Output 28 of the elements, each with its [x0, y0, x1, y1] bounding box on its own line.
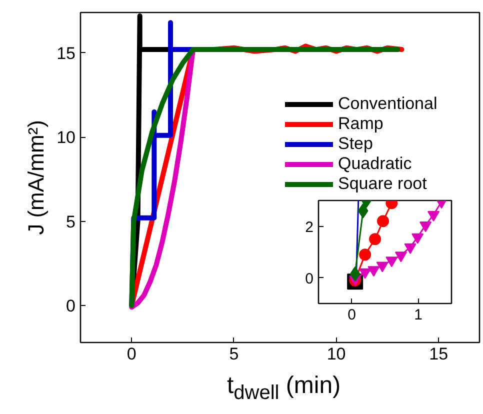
legend-label: Conventional [338, 94, 438, 114]
legend-label: Square root [338, 174, 427, 194]
point [376, 262, 388, 272]
legend-label: Ramp [338, 114, 384, 134]
point [394, 252, 407, 262]
y-tick-label: 10 [56, 128, 76, 148]
point [420, 222, 432, 232]
point [428, 210, 440, 222]
x-axis-title: t$_{dwell}$ (min) [227, 371, 341, 406]
y-axis-title: J (mA/mm²) [24, 120, 49, 235]
point [404, 243, 416, 254]
x-tick-label: 15 [429, 344, 448, 364]
y-tick-label: 5 [66, 212, 76, 232]
legend-label: Quadratic [338, 154, 412, 174]
point [412, 233, 424, 244]
y-tick-label: 2 [305, 218, 314, 236]
point [359, 248, 372, 261]
legend-label: Step [338, 134, 373, 154]
point [369, 233, 382, 246]
point [368, 266, 380, 277]
x-tick-label: 10 [326, 344, 346, 364]
x-tick-label: 5 [229, 344, 239, 364]
x-tick-label: 0 [126, 344, 136, 364]
x-tick-label: 1 [414, 306, 422, 324]
point [359, 268, 372, 279]
y-tick-label: 15 [56, 44, 76, 63]
point [350, 266, 360, 282]
point [386, 256, 398, 268]
